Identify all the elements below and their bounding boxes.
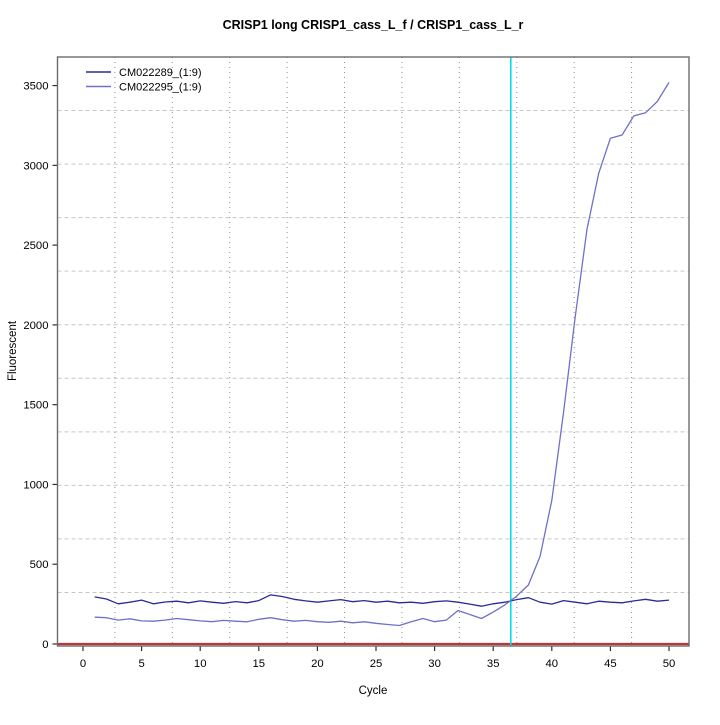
x-tick-label: 0 [80,658,86,670]
x-tick-label: 35 [487,658,500,670]
y-tick-label: 3000 [23,160,48,172]
y-tick-label: 1000 [23,479,48,491]
plot-frame [56,56,690,647]
chart-title: CRISP1 long CRISP1_cass_L_f / CRISP1_cas… [223,18,524,32]
data-series [94,82,670,627]
y-tick-label: 1500 [23,400,48,412]
y-tick-label: 2000 [23,320,48,332]
x-tick-label: 25 [370,658,383,670]
y-tick-label: 3500 [23,81,48,93]
x-tick-label: 50 [663,658,676,670]
marker-lines [57,57,689,646]
y-tick-label: 500 [30,559,49,571]
x-tick-label: 5 [138,658,144,670]
x-tick-label: 30 [428,658,441,670]
x-tick-label: 40 [546,658,559,670]
axes: 0 5 10 15 20 25 30 35 40 45 5005001000150020002500… [23,81,675,670]
legend: CM022289_(1:9) CM022295_(1:9) [86,67,202,94]
legend-label-series1: CM022289_(1:9) [119,67,202,79]
x-tick-label: 45 [604,658,617,670]
gridlines [57,57,689,646]
x-tick-label: 15 [253,658,266,670]
series-line-0 [94,594,670,607]
y-tick-label: 0 [42,639,48,651]
y-axis-label: Fluorescent [7,320,19,381]
x-tick-label: 10 [194,658,207,670]
legend-label-series2: CM022295_(1:9) [119,82,202,94]
series-line-1 [94,82,670,627]
y-tick-label: 2500 [23,240,48,252]
x-axis-label: Cycle [359,685,388,697]
x-tick-label: 20 [311,658,324,670]
